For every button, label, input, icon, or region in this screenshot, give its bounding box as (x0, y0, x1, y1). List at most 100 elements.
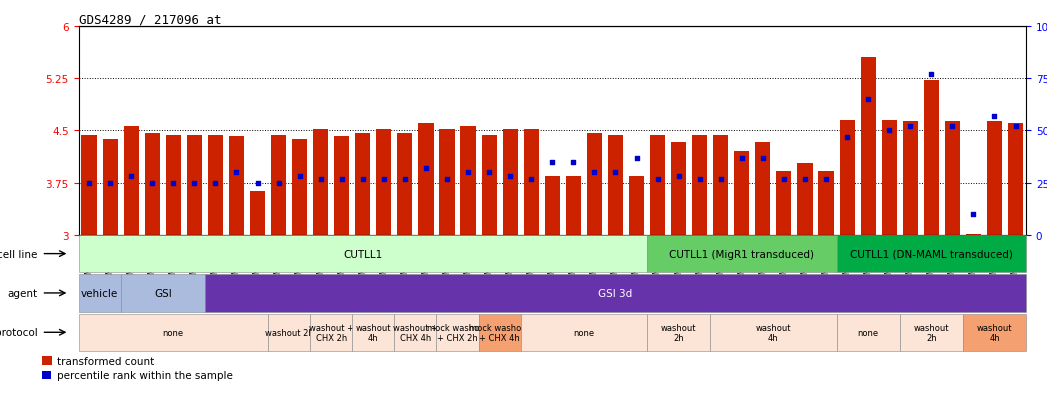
Bar (42, 356, 52, 365)
Bar (565, 176, 581, 235)
Point (670, 174, 687, 180)
Bar (755, 143, 771, 235)
Bar (397, 133, 413, 235)
Text: none: none (857, 328, 878, 337)
Point (860, 97, 876, 103)
Bar (544, 176, 560, 235)
Bar (250, 192, 265, 235)
Point (397, 176, 414, 183)
Bar (1008, 124, 1023, 235)
Text: vehicle: vehicle (81, 288, 118, 298)
Bar (840, 121, 854, 235)
Point (249, 180, 266, 187)
Point (922, 71, 939, 78)
Bar (650, 136, 665, 235)
Point (376, 176, 393, 183)
Bar (692, 136, 708, 235)
Bar (124, 126, 139, 235)
Point (712, 176, 729, 183)
Point (270, 180, 287, 187)
Point (965, 211, 982, 218)
Point (901, 123, 918, 130)
Bar (987, 122, 1002, 235)
Text: washout
2h: washout 2h (914, 323, 949, 342)
Bar (461, 126, 475, 235)
Point (839, 134, 855, 141)
Text: mock washout
+ CHX 4h: mock washout + CHX 4h (469, 323, 530, 342)
Point (733, 155, 750, 161)
Bar (144, 133, 160, 235)
Bar (819, 171, 833, 235)
Bar (629, 176, 644, 235)
Point (1007, 123, 1024, 130)
Point (164, 180, 181, 187)
Bar (313, 130, 329, 235)
Bar (186, 135, 202, 235)
Point (818, 176, 834, 183)
Bar (103, 140, 117, 235)
Text: cell line: cell line (0, 249, 38, 259)
Text: CUTLL1: CUTLL1 (343, 249, 382, 259)
Point (649, 176, 666, 183)
Text: protocol: protocol (0, 328, 38, 337)
Point (522, 176, 539, 183)
Text: GSI 3d: GSI 3d (598, 288, 632, 298)
Bar (355, 133, 371, 235)
Text: washout
4h: washout 4h (756, 323, 792, 342)
Bar (608, 136, 623, 235)
Point (81, 180, 97, 187)
Point (691, 176, 708, 183)
Point (312, 176, 329, 183)
Text: GDS4289 / 217096_at: GDS4289 / 217096_at (79, 13, 221, 26)
Text: mock washout
+ CHX 2h: mock washout + CHX 2h (427, 323, 488, 342)
Bar (419, 124, 433, 235)
Point (755, 155, 772, 161)
Bar (207, 135, 223, 235)
Point (607, 169, 624, 176)
Bar (671, 143, 686, 235)
Bar (923, 81, 939, 235)
Bar (586, 133, 602, 235)
Point (944, 123, 961, 130)
Point (354, 176, 371, 183)
Text: washout
4h: washout 4h (977, 323, 1012, 342)
Point (544, 159, 561, 166)
Bar (165, 135, 181, 235)
Point (333, 176, 350, 183)
Point (565, 159, 582, 166)
Bar (944, 122, 960, 235)
Bar (82, 135, 96, 235)
Bar (292, 140, 307, 235)
Point (102, 180, 118, 187)
Point (502, 174, 518, 180)
Point (439, 176, 455, 183)
Bar (524, 130, 539, 235)
Point (143, 180, 160, 187)
Point (881, 128, 897, 135)
Bar (376, 130, 392, 235)
Point (986, 113, 1003, 120)
Text: agent: agent (7, 288, 38, 298)
Bar (734, 152, 750, 235)
Bar (903, 122, 918, 235)
Point (776, 176, 793, 183)
Text: washout 2h: washout 2h (265, 328, 313, 337)
Text: GSI: GSI (154, 288, 172, 298)
Point (186, 180, 203, 187)
Text: none: none (574, 328, 595, 337)
Point (460, 169, 476, 176)
Bar (776, 171, 792, 235)
Bar (482, 135, 496, 235)
Text: washout
4h: washout 4h (356, 323, 392, 342)
Text: CUTLL1 (MigR1 transduced): CUTLL1 (MigR1 transduced) (669, 249, 815, 259)
Text: none: none (162, 328, 184, 337)
Bar (861, 58, 875, 235)
Text: CUTLL1 (DN-MAML transduced): CUTLL1 (DN-MAML transduced) (850, 249, 1012, 259)
Point (291, 174, 308, 180)
Bar (713, 136, 729, 235)
Text: washout +
CHX 2h: washout + CHX 2h (309, 323, 354, 342)
Bar (334, 137, 350, 235)
Text: percentile rank within the sample: percentile rank within the sample (57, 370, 232, 380)
Point (628, 155, 645, 161)
Bar (271, 136, 286, 235)
